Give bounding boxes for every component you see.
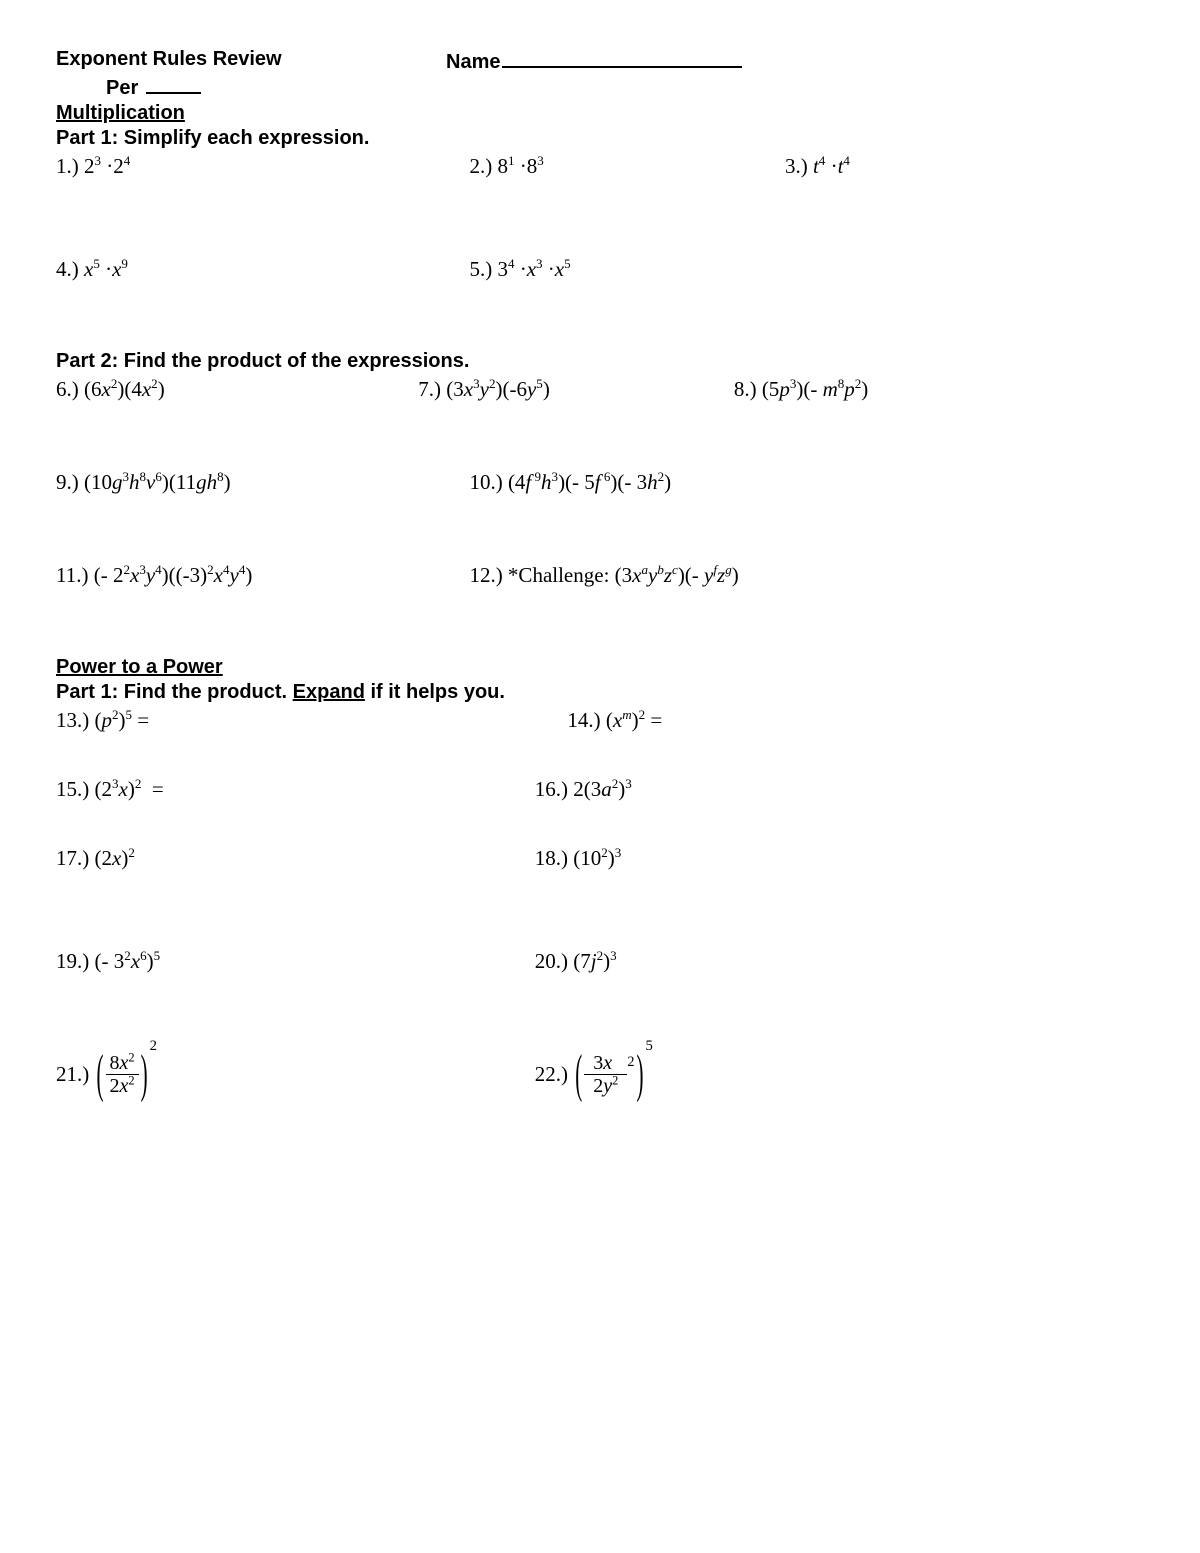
row-q15-16: 15.) (23x)2 = 16.) 2(3a2)3	[56, 777, 1144, 802]
part-power-head: Part 1: Find the product. Expand if it h…	[56, 681, 1144, 704]
worksheet-title: Exponent Rules Review	[56, 48, 446, 74]
q19: 19.) (- 32x6)5	[56, 949, 535, 974]
worksheet-header: Exponent Rules Review Name	[56, 48, 1144, 74]
q10: 10.) (4f 9h3)(- 5f 6)(- 3h2)	[469, 470, 671, 495]
q3: 3.) t4 ·t4	[785, 154, 850, 179]
section-power: Power to a Power	[56, 656, 1144, 679]
q2: 2.) 81 ·83	[469, 154, 785, 179]
row-q1-3: 1.) 23 ·24 2.) 81 ·83 3.) t4 ·t4	[56, 154, 1144, 179]
row-q21-22: 21.) ( 8x22x2 ) 2 22.) ( 3x 22y2 2 ) 5	[56, 1052, 1144, 1097]
q22: 22.) ( 3x 22y2 2 ) 5	[535, 1052, 653, 1097]
row-q11-12: 11.) (- 22x3y4)((-3)2x4y4) 12.) *Challen…	[56, 563, 1144, 588]
q17: 17.) (2x)2	[56, 846, 535, 871]
section-multiplication: Multiplication	[56, 102, 1144, 125]
q14: 14.) (xm)2 =	[567, 708, 662, 733]
q4: 4.) x5 ·x9	[56, 257, 469, 282]
name-label: Name	[446, 51, 500, 74]
per-label: Per	[106, 77, 138, 99]
row-q9-10: 9.) (10g3h8v6)(11gh8) 10.) (4f 9h3)(- 5f…	[56, 470, 1144, 495]
q16: 16.) 2(3a2)3	[535, 777, 632, 802]
name-blank[interactable]	[502, 48, 742, 68]
q20: 20.) (7j2)3	[535, 949, 617, 974]
part1-simplify: Part 1: Simplify each expression.	[56, 127, 1144, 150]
q5: 5.) 34 ·x3 ·x5	[469, 257, 570, 282]
q15: 15.) (23x)2 =	[56, 777, 535, 802]
q13: 13.) (p2)5 =	[56, 708, 567, 733]
row-q4-5: 4.) x5 ·x9 5.) 34 ·x3 ·x5	[56, 257, 1144, 282]
q9: 9.) (10g3h8v6)(11gh8)	[56, 470, 469, 495]
per-field-group: Per	[106, 74, 1144, 100]
q11: 11.) (- 22x3y4)((-3)2x4y4)	[56, 563, 469, 588]
q8: 8.) (5p3)(- m8p2)	[734, 377, 868, 402]
q1: 1.) 23 ·24	[56, 154, 469, 179]
row-q17-18: 17.) (2x)2 18.) (102)3	[56, 846, 1144, 871]
row-q19-20: 19.) (- 32x6)5 20.) (7j2)3	[56, 949, 1144, 974]
q18: 18.) (102)3	[535, 846, 622, 871]
q21: 21.) ( 8x22x2 ) 2	[56, 1052, 535, 1097]
row-q6-8: 6.) (6x2)(4x2) 7.) (3x3y2)(-6y5) 8.) (5p…	[56, 377, 1144, 402]
q6: 6.) (6x2)(4x2)	[56, 377, 418, 402]
q7: 7.) (3x3y2)(-6y5)	[418, 377, 734, 402]
per-blank[interactable]	[146, 74, 201, 94]
part2-product: Part 2: Find the product of the expressi…	[56, 350, 1144, 373]
q12: 12.) *Challenge: (3xaybzc)(- yfzg)	[469, 563, 738, 588]
name-field-group: Name	[446, 48, 742, 74]
row-q13-14: 13.) (p2)5 = 14.) (xm)2 =	[56, 708, 1144, 733]
